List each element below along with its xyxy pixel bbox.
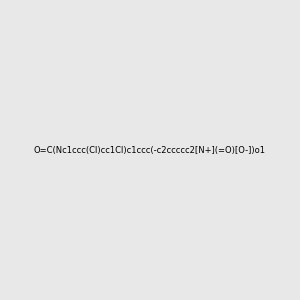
Text: O=C(Nc1ccc(Cl)cc1Cl)c1ccc(-c2ccccc2[N+](=O)[O-])o1: O=C(Nc1ccc(Cl)cc1Cl)c1ccc(-c2ccccc2[N+](…	[34, 146, 266, 154]
